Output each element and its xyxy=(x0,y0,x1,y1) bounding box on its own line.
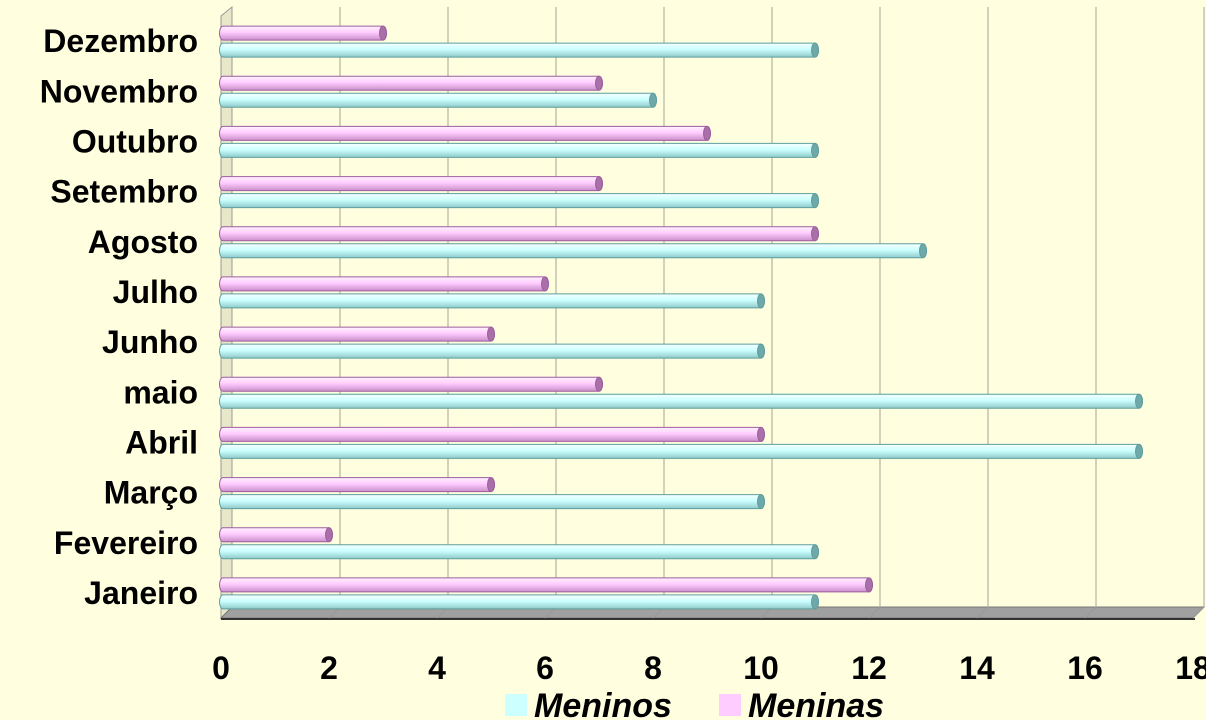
bar-meninos xyxy=(219,393,1143,409)
gridline-foot xyxy=(1084,606,1097,619)
legend-swatch-meninas xyxy=(719,694,741,716)
bar-end-cap xyxy=(811,42,819,58)
bar-end-cap xyxy=(595,376,603,392)
bar-meninos xyxy=(219,243,927,259)
bars-group xyxy=(219,25,1143,610)
category-label: Dezembro xyxy=(43,23,198,59)
bar-meninas xyxy=(219,477,495,493)
bar-meninos xyxy=(219,193,819,209)
x-tick-label: 16 xyxy=(1067,650,1103,686)
bar-meninas xyxy=(219,176,603,192)
legend-label-meninos: Meninos xyxy=(534,687,672,720)
bar-end-cap xyxy=(325,527,333,543)
bar-meninos xyxy=(219,544,819,560)
bar-end-cap xyxy=(757,494,765,510)
bar-meninas xyxy=(219,326,495,342)
bar-end-cap xyxy=(811,594,819,610)
x-tick-label: 8 xyxy=(644,650,662,686)
x-tick-label: 6 xyxy=(536,650,554,686)
bar-meninos xyxy=(219,594,819,610)
bar-meninas xyxy=(219,75,603,91)
bar-end-cap xyxy=(487,326,495,342)
bar-end-cap xyxy=(487,477,495,493)
category-label: Outubro xyxy=(72,123,198,159)
x-tick-label: 10 xyxy=(743,650,779,686)
bar-end-cap xyxy=(1135,393,1143,409)
bar-end-cap xyxy=(595,176,603,192)
bar-end-cap xyxy=(865,577,873,593)
bar-meninas xyxy=(219,125,711,141)
legend-label-meninas: Meninas xyxy=(748,687,884,720)
bar-meninas xyxy=(219,376,603,392)
category-label: Junho xyxy=(102,324,198,360)
category-label: Março xyxy=(104,475,198,511)
bar-meninas xyxy=(219,527,333,543)
bar-end-cap xyxy=(811,142,819,158)
bar-meninas xyxy=(219,276,549,292)
bar-meninos xyxy=(219,494,765,510)
bar-end-cap xyxy=(379,25,387,41)
category-label: Setembro xyxy=(50,174,198,210)
bar-meninos xyxy=(219,343,765,359)
x-axis-ticks: 0 2 4 6 8 10 12 14 16 18 xyxy=(212,650,1206,686)
category-label: Agosto xyxy=(88,224,198,260)
legend: Meninos Meninas xyxy=(505,687,884,720)
bar-end-cap xyxy=(811,193,819,209)
x-tick-label: 14 xyxy=(959,650,995,686)
bar-meninos xyxy=(219,293,765,309)
bar-meninas xyxy=(219,226,819,242)
x-tick-label: 18 xyxy=(1175,650,1206,686)
x-tick-label: 0 xyxy=(212,650,230,686)
bar-end-cap xyxy=(757,426,765,442)
x-tick-label: 12 xyxy=(851,650,887,686)
bar-meninas xyxy=(219,25,387,41)
bar-meninos xyxy=(219,443,1143,459)
category-label: Fevereiro xyxy=(54,525,198,561)
bar-end-cap xyxy=(703,125,711,141)
category-label: Novembro xyxy=(40,73,198,109)
bar-end-cap xyxy=(595,75,603,91)
bar-end-cap xyxy=(919,243,927,259)
bar-end-cap xyxy=(757,343,765,359)
bar-end-cap xyxy=(541,276,549,292)
bar-meninas xyxy=(219,577,873,593)
category-labels: Janeiro Fevereiro Março Abril maio Junho Julho… xyxy=(40,23,198,611)
bar-meninos xyxy=(219,142,819,158)
category-label: maio xyxy=(123,374,198,410)
gridline-foot xyxy=(868,606,881,619)
category-label: Abril xyxy=(125,424,198,460)
bar-meninos xyxy=(219,42,819,58)
bar-end-cap xyxy=(811,226,819,242)
x-tick-label: 2 xyxy=(320,650,338,686)
legend-swatch-meninos xyxy=(505,694,527,716)
bar-end-cap xyxy=(649,92,657,108)
category-label: Julho xyxy=(113,274,198,310)
category-label: Janeiro xyxy=(84,575,198,611)
gridline-foot xyxy=(1192,606,1205,619)
bar-end-cap xyxy=(1135,443,1143,459)
gridline-foot xyxy=(976,606,989,619)
bar-end-cap xyxy=(811,544,819,560)
bar-meninas xyxy=(219,426,765,442)
bar-end-cap xyxy=(757,293,765,309)
bar-meninos xyxy=(219,92,657,108)
x-tick-label: 4 xyxy=(428,650,446,686)
